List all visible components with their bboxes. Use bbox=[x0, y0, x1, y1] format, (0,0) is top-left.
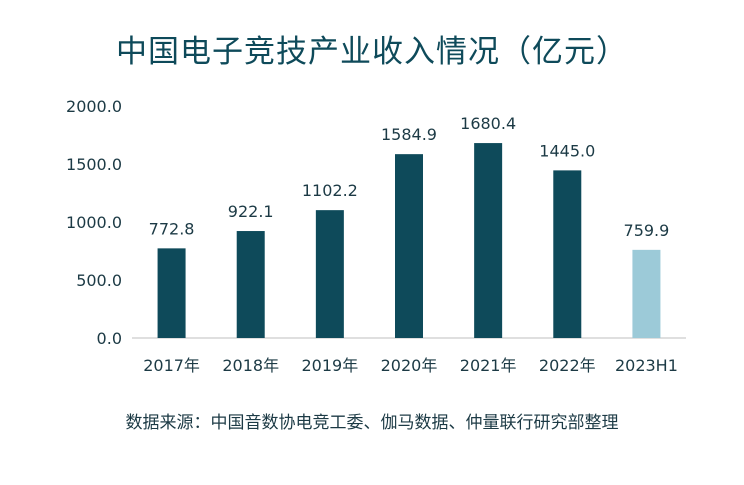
y-tick-label: 1500.0 bbox=[66, 155, 122, 174]
chart-title: 中国电子竞技产业收入情况（亿元） bbox=[116, 34, 628, 70]
value-label: 1680.4 bbox=[460, 114, 516, 133]
source-note: 数据来源：中国音数协电竞工委、伽马数据、仲量联行研究部整理 bbox=[125, 413, 619, 433]
bar-2022年 bbox=[553, 170, 582, 338]
x-tick-label: 2022年 bbox=[539, 356, 596, 375]
y-tick-label: 2000.0 bbox=[66, 97, 122, 116]
bar-chart: 0.0 500.0 1000.0 1500.0 2000.0 772.8 922.1 110… bbox=[66, 97, 686, 375]
bar-2018年 bbox=[236, 231, 265, 338]
x-tick-label: 2018年 bbox=[222, 356, 279, 375]
x-tick-label: 2021年 bbox=[460, 356, 517, 375]
x-tick-label: 2017年 bbox=[143, 356, 200, 375]
bar-2017年 bbox=[157, 248, 186, 338]
y-axis-ticks: 0.0 500.0 1000.0 1500.0 2000.0 bbox=[66, 97, 122, 348]
x-axis-labels: 2017年 2018年 2019年 2020年 2021年 2022年 2023H1 bbox=[143, 356, 678, 375]
y-tick-label: 0.0 bbox=[97, 329, 122, 348]
bar-2020年 bbox=[395, 154, 423, 338]
value-label: 1584.9 bbox=[381, 125, 437, 144]
value-label: 1102.2 bbox=[302, 181, 358, 200]
bar-2021年 bbox=[474, 143, 503, 338]
x-tick-label: 2019年 bbox=[301, 356, 358, 375]
value-label: 922.1 bbox=[228, 202, 274, 221]
x-tick-label: 2023H1 bbox=[615, 356, 678, 375]
value-label: 1445.0 bbox=[539, 141, 595, 160]
value-label: 759.9 bbox=[624, 221, 670, 240]
bar-2023H1 bbox=[632, 249, 661, 338]
value-label: 772.8 bbox=[149, 219, 195, 238]
bars-group bbox=[157, 143, 661, 338]
value-labels-group: 772.8 922.1 1102.2 1584.9 1680.4 1445.0 759.9 bbox=[149, 114, 670, 240]
x-tick-label: 2020年 bbox=[381, 356, 438, 375]
y-tick-label: 500.0 bbox=[76, 271, 122, 290]
y-tick-label: 1000.0 bbox=[66, 213, 122, 232]
bar-2019年 bbox=[315, 210, 344, 338]
